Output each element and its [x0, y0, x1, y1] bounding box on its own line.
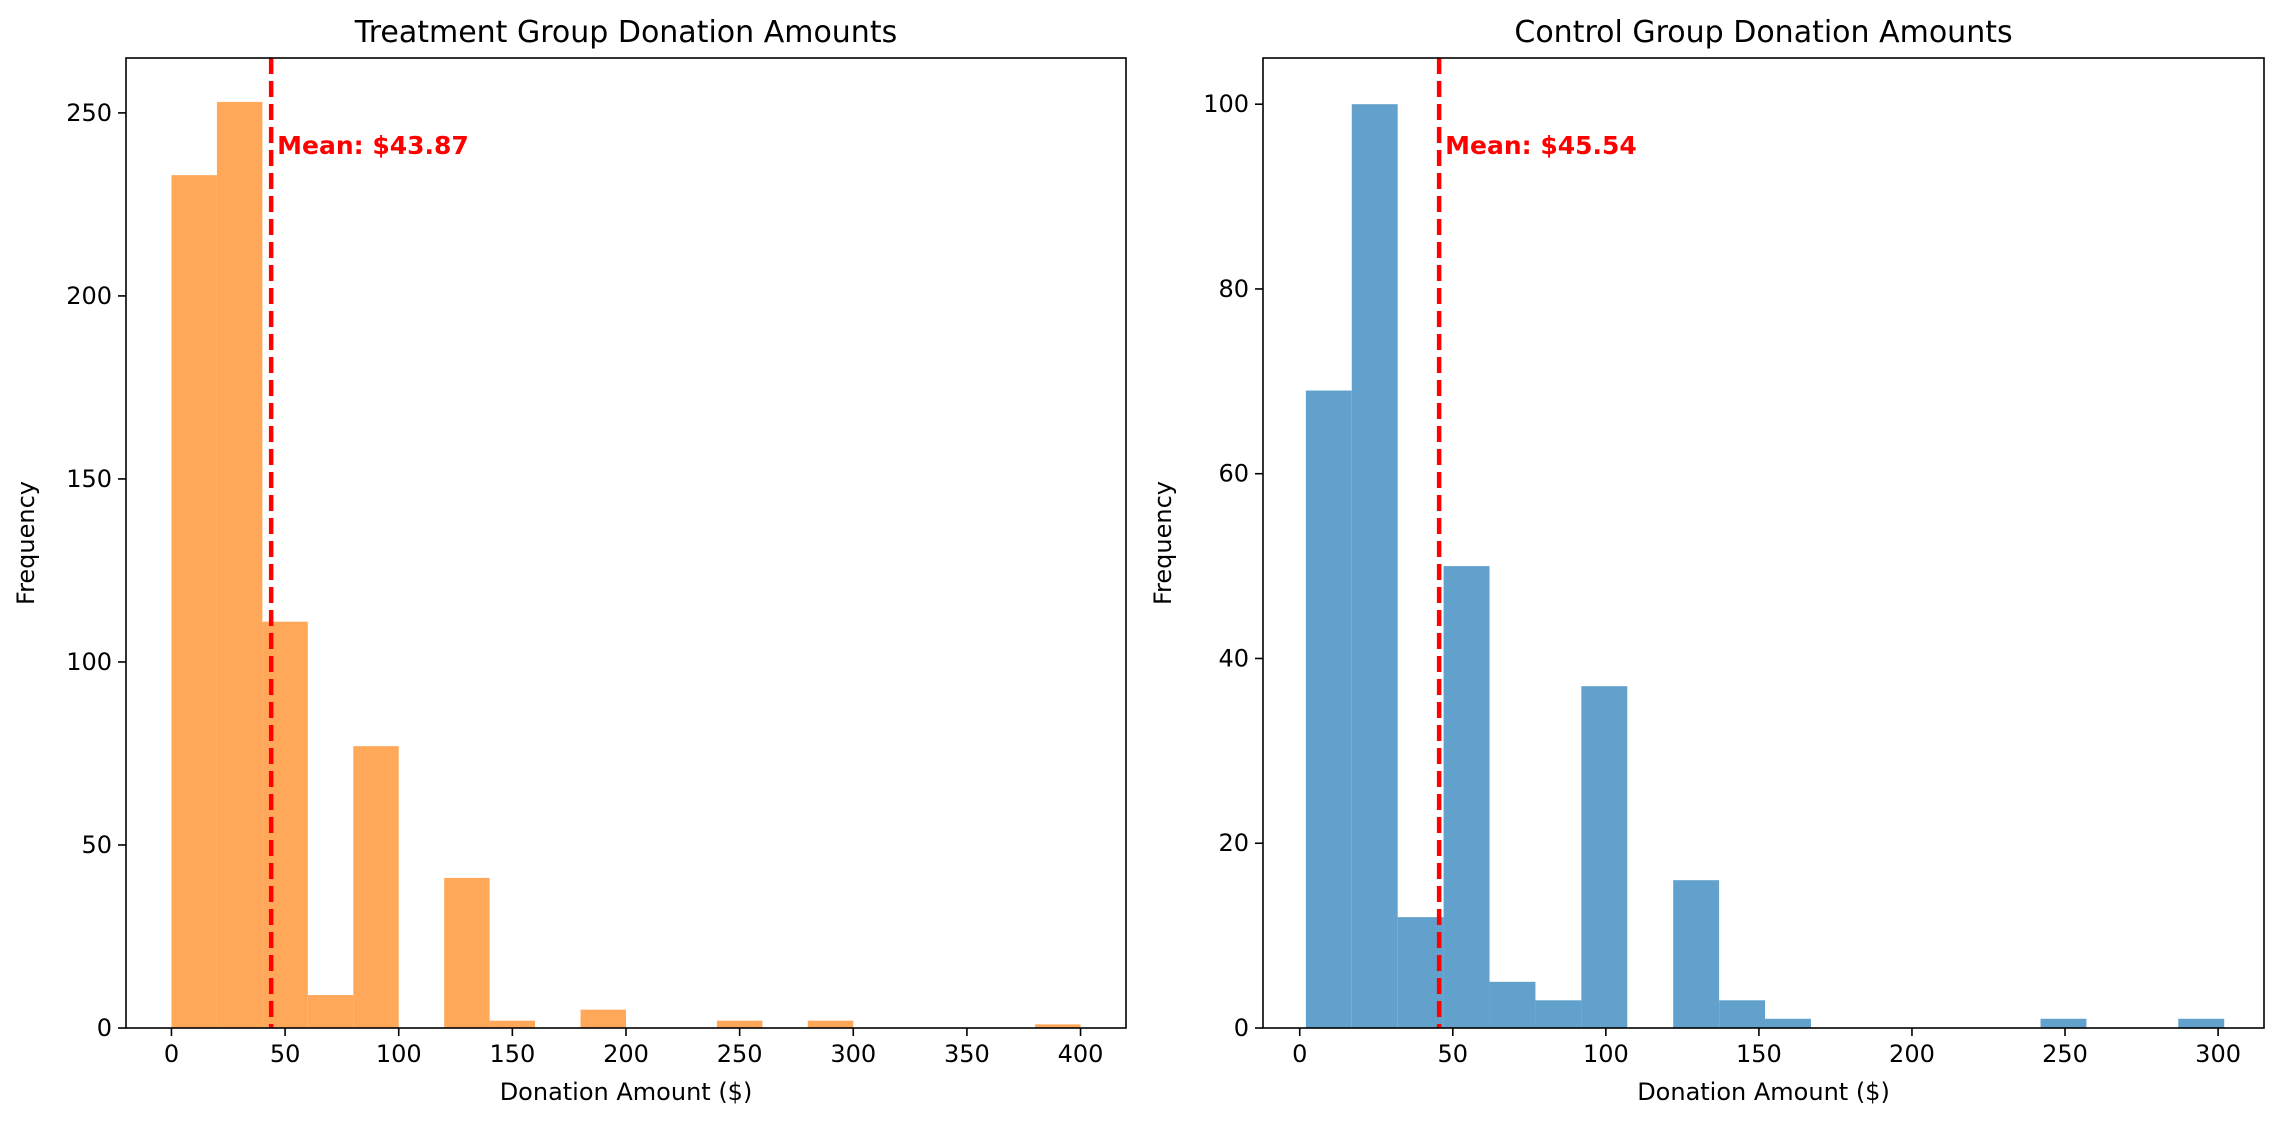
- x-tick-label: 250: [2042, 1040, 2088, 1068]
- plot-frame: [1262, 57, 2265, 1029]
- histogram-bar: [807, 1020, 854, 1028]
- control-histogram: Mean: $45.54 0 50 100 150 200 250 300 0 20 40 60 80 1…: [1149, 15, 2265, 1106]
- x-tick-label: 350: [944, 1040, 990, 1068]
- y-tick-label: 50: [81, 831, 112, 859]
- histogram-bar: [1351, 104, 1398, 1028]
- histogram-bar: [1305, 390, 1352, 1029]
- histogram-bar: [1535, 1000, 1582, 1028]
- y-tick-label: 60: [1218, 460, 1249, 488]
- x-tick-label: 200: [603, 1040, 649, 1068]
- x-tick-label: 150: [489, 1040, 535, 1068]
- y-tick-label: 80: [1218, 275, 1249, 303]
- histogram-bar: [171, 175, 217, 1028]
- chart-title: Treatment Group Donation Amounts: [354, 15, 897, 50]
- histogram-bar: [1035, 1024, 1081, 1028]
- y-tick-label: 200: [66, 282, 112, 310]
- histogram-bar: [353, 746, 399, 1028]
- histogram-bar: [489, 1020, 536, 1028]
- x-tick-label: 50: [1438, 1040, 1469, 1068]
- x-tick-label: 0: [164, 1040, 179, 1068]
- mean-label: Mean: $45.54: [1445, 131, 1637, 160]
- histogram-bar: [444, 877, 490, 1028]
- histogram-bar: [1443, 566, 1490, 1028]
- y-tick-label: 20: [1218, 829, 1249, 857]
- x-tick-label: 150: [1736, 1040, 1782, 1068]
- chart-title: Control Group Donation Amounts: [1514, 15, 2012, 50]
- y-tick-label: 0: [97, 1014, 112, 1042]
- y-tick-label: 100: [66, 648, 112, 676]
- x-tick-label: 300: [830, 1040, 876, 1068]
- histogram-bar: [580, 1009, 626, 1028]
- y-tick-label: 250: [66, 99, 112, 127]
- x-tick-label: 0: [1292, 1040, 1307, 1068]
- y-tick-label: 0: [1234, 1014, 1249, 1042]
- x-tick-label: 250: [717, 1040, 763, 1068]
- treatment-histogram: Mean: $43.87 0 50 100 150 200 250 300 350 400 0 50 1…: [12, 15, 1127, 1106]
- histogram-bar: [716, 1020, 763, 1028]
- x-tick-label: 100: [1583, 1040, 1629, 1068]
- histogram-bar: [1719, 1000, 1766, 1028]
- y-axis-label: Frequency: [1149, 481, 1177, 605]
- y-axis-label: Frequency: [12, 481, 40, 605]
- histogram-bar: [1397, 917, 1444, 1028]
- x-tick-label: 100: [376, 1040, 422, 1068]
- x-tick-label: 50: [270, 1040, 301, 1068]
- histogram-bar: [307, 995, 354, 1028]
- y-tick-label: 150: [66, 465, 112, 493]
- histogram-bar: [1673, 880, 1720, 1028]
- histogram-bar: [1581, 686, 1628, 1028]
- y-tick-label: 40: [1218, 644, 1249, 672]
- mean-label: Mean: $43.87: [277, 131, 469, 160]
- x-tick-label: 300: [2195, 1040, 2241, 1068]
- histogram-bar: [1489, 981, 1536, 1028]
- histogram-bar: [2178, 1018, 2225, 1028]
- x-tick-label: 400: [1058, 1040, 1104, 1068]
- histogram-bar: [216, 101, 263, 1028]
- y-tick-label: 100: [1203, 90, 1249, 118]
- x-axis-label: Donation Amount ($): [500, 1078, 753, 1106]
- x-tick-label: 200: [1889, 1040, 1935, 1068]
- x-axis-label: Donation Amount ($): [1637, 1078, 1890, 1106]
- histogram-bar: [1765, 1018, 1811, 1028]
- histogram-bar: [2040, 1018, 2087, 1028]
